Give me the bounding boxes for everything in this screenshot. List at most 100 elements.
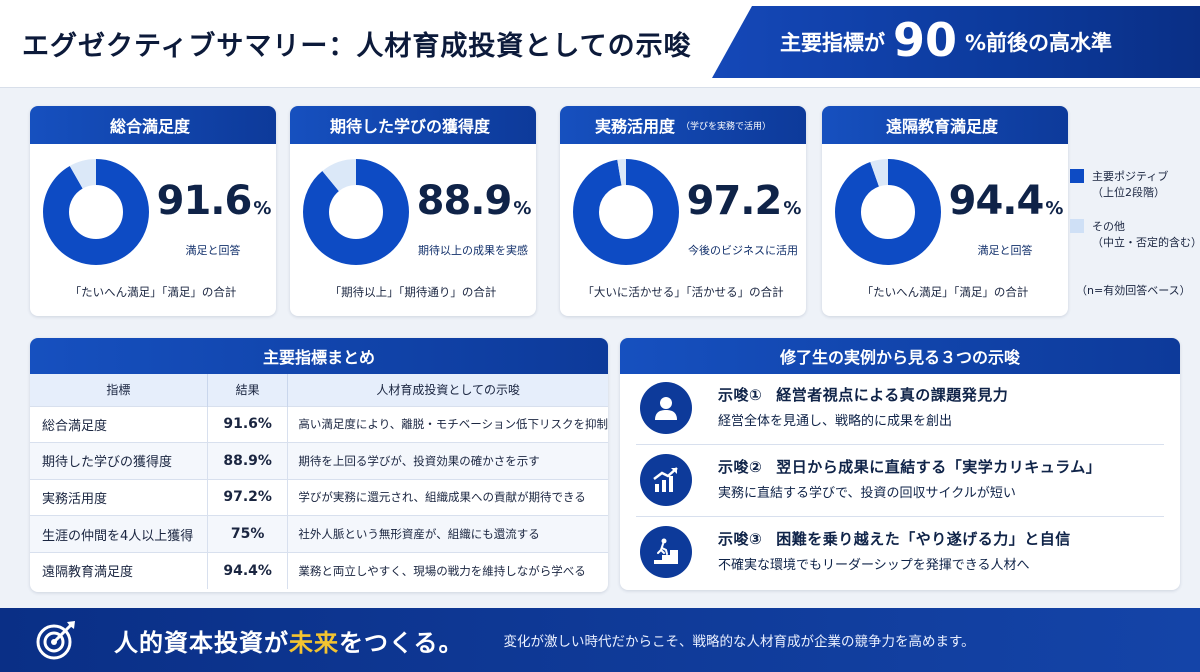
kpi-value: 94.4% [948,178,1064,224]
cell-indicator: 遠隔教育満足度 [30,551,208,589]
kpi-card-header: 実務活用度 （学びを実務で活用） [560,106,806,144]
donut-chart [303,159,409,265]
implication-heading: 困難を乗り越えた「やり遂げる力」と自信 [776,530,1071,548]
kpi-value-unit: % [1045,198,1064,219]
cell-implication: 社外人脈という無形資産が、組織にも還流する [287,515,608,553]
cell-indicator: 生涯の仲間を4人以上獲得 [30,515,208,553]
implication-heading: 経営者視点による真の課題発見力 [776,386,1009,404]
kpi-value-number: 94.4 [948,178,1045,224]
donut-slice-other [835,159,941,265]
divider [636,444,1164,445]
summary-panel-title: 主要指標まとめ [30,338,608,374]
legend-label: その他 [1092,220,1125,233]
implication-title: 示唆③ 困難を乗り越えた「やり遂げる力」と自信 [718,528,1071,549]
implication-item: 示唆① 経営者視点による真の課題発見力 経営全体を見通し、戦略的に成果を創出 [636,378,1164,438]
slogan-part: 人的資本投資が [114,628,289,657]
table-row: 総合満足度 91.6% 高い満足度により、離脱・モチベーション低下リスクを抑制 [30,405,608,443]
implication-heading: 翌日から成果に直結する「実学カリキュラム」 [776,458,1102,476]
growth-chart-icon [640,454,692,506]
slogan-part: をつくる。 [339,628,464,657]
cell-indicator: 総合満足度 [30,405,208,443]
cell-indicator: 期待した学びの獲得度 [30,442,208,480]
kpi-value-number: 97.2 [686,178,783,224]
banner-suffix: %前後の高水準 [965,31,1113,55]
kpi-card-subtitle: （学びを実務で活用） [681,121,772,132]
kpi-card-overall-satisfaction: 総合満足度 91.6% 満足と回答 「たいへん満足」「満足」の合計 [30,106,276,316]
kpi-value: 88.9% [416,178,532,224]
cell-result: 97.2% [207,478,289,516]
person-icon [640,382,692,434]
table-row: 遠隔教育満足度 94.4% 業務と両立しやすく、現場の戦力を維持しながら学べる [30,551,608,589]
cell-result: 91.6% [207,405,289,443]
banner-prefix: 主要指標が [780,31,885,55]
kpi-footnote: 「たいへん満足」「満足」の合計 [861,285,1029,299]
kpi-card-header: 総合満足度 [30,106,276,144]
kpi-value-unit: % [253,198,272,219]
cell-implication: 高い満足度により、離脱・モチベーション低下リスクを抑制 [287,405,608,443]
kpi-caption: 満足と回答 [977,244,1033,257]
implication-label: 示唆① [718,386,763,404]
legend-item-positive: 主要ポジティブ （上位2段階） [1070,168,1198,200]
cell-implication: 学びが実務に還元され、組織成果への貢献が期待できる [287,478,608,516]
kpi-value-number: 88.9 [416,178,513,224]
column-header-implication: 人材育成投資としての示唆 [287,374,608,406]
legend-sublabel: （中立・否定的含む） [1092,236,1200,249]
summary-panel: 主要指標まとめ 指標 結果 人材育成投資としての示唆 総合満足度 91.6% 高… [30,338,608,592]
column-header-result: 結果 [207,374,289,406]
legend-label: 主要ポジティブ [1092,170,1169,183]
kpi-footnote: 「たいへん満足」「満足」の合計 [69,285,237,299]
page-title: エグゼクティブサマリー：人材育成投資としての示唆 [22,31,692,62]
kpi-value: 91.6% [156,178,272,224]
kpi-card-remote-satisfaction: 遠隔教育満足度 94.4% 満足と回答 「たいへん満足」「満足」の合計 [822,106,1068,316]
kpi-card-practical-use: 実務活用度 （学びを実務で活用） 97.2% 今後のビジネスに活用 「大いに活か… [560,106,806,316]
kpi-footnote: 「大いに活かせる」「活かせる」の合計 [582,285,784,299]
summary-table: 指標 結果 人材育成投資としての示唆 総合満足度 91.6% 高い満足度により、… [30,374,608,589]
table-row: 生涯の仲間を4人以上獲得 75% 社外人脈という無形資産が、組織にも還流する [30,515,608,553]
kpi-card-title: 実務活用度 [594,117,675,136]
table-header-row: 指標 結果 人材育成投資としての示唆 [30,374,608,406]
legend-swatch-other [1070,219,1084,233]
kpi-card-title: 期待した学びの獲得度 [329,117,490,136]
implication-description: 実務に直結する学びで、投資の回収サイクルが短い [718,486,1016,501]
implication-description: 不確実な環境でもリーダーシップを発揮できる人材へ [718,558,1030,573]
implication-item: 示唆③ 困難を乗り越えた「やり遂げる力」と自信 不確実な環境でもリーダーシップを発… [636,522,1164,582]
divider [636,516,1164,517]
kpi-value-number: 91.6 [156,178,253,224]
sample-note: （n=有効回答ベース） [1076,284,1191,297]
slogan-accent: 未来 [289,628,339,657]
donut-slice-other [43,159,149,265]
chart-legend: 主要ポジティブ （上位2段階） その他 （中立・否定的含む） [1070,168,1200,268]
kpi-caption: 今後のビジネスに活用 [688,244,798,257]
kpi-value: 97.2% [686,178,802,224]
footer-banner: 人的資本投資が未来をつくる。 変化が激しい時代だからこそ、戦略的な人材育成が企業… [0,608,1200,672]
kpi-value-unit: % [513,198,532,219]
table-row: 実務活用度 97.2% 学びが実務に還元され、組織成果への貢献が期待できる [30,478,608,516]
implication-item: 示唆② 翌日から成果に直結する「実学カリキュラム」 実務に直結する学びで、投資の回… [636,450,1164,510]
kpi-caption: 期待以上の成果を実感 [418,244,528,257]
cell-implication: 業務と両立しやすく、現場の戦力を維持しながら学べる [287,551,608,589]
implication-label: 示唆② [718,458,763,476]
implications-panel-title: 修了生の実例から見る３つの示唆 [620,338,1180,374]
donut-slice-other [303,159,409,265]
cell-result: 94.4% [207,551,289,589]
cell-implication: 期待を上回る学びが、投資効果の確かさを示す [287,442,608,480]
kpi-card-title: 総合満足度 [109,117,190,136]
legend-item-other: その他 （中立・否定的含む） [1070,218,1200,250]
kpi-footnote: 「期待以上」「期待通り」の合計 [329,285,497,299]
legend-sublabel: （上位2段階） [1092,186,1165,199]
cell-result: 88.9% [207,442,289,480]
donut-chart [835,159,941,265]
table-row: 期待した学びの獲得度 88.9% 期待を上回る学びが、投資効果の確かさを示す [30,442,608,480]
implication-description: 経営全体を見通し、戦略的に成果を創出 [718,414,953,429]
kpi-card-title: 遠隔教育満足度 [885,117,998,136]
implication-label: 示唆③ [718,530,763,548]
legend-swatch-positive [1070,169,1084,183]
implication-title: 示唆② 翌日から成果に直結する「実学カリキュラム」 [718,456,1101,477]
headline-banner: 主要指標が 90 %前後の高水準 [712,6,1200,78]
footer-slogan: 人的資本投資が未来をつくる。 [114,623,464,658]
cell-result: 75% [207,515,289,553]
cell-indicator: 実務活用度 [30,478,208,516]
implication-title: 示唆① 経営者視点による真の課題発見力 [718,384,1008,405]
footer-subtext: 変化が激しい時代だからこそ、戦略的な人材育成が企業の競争力を高めます。 [503,634,975,650]
donut-chart [573,159,679,265]
